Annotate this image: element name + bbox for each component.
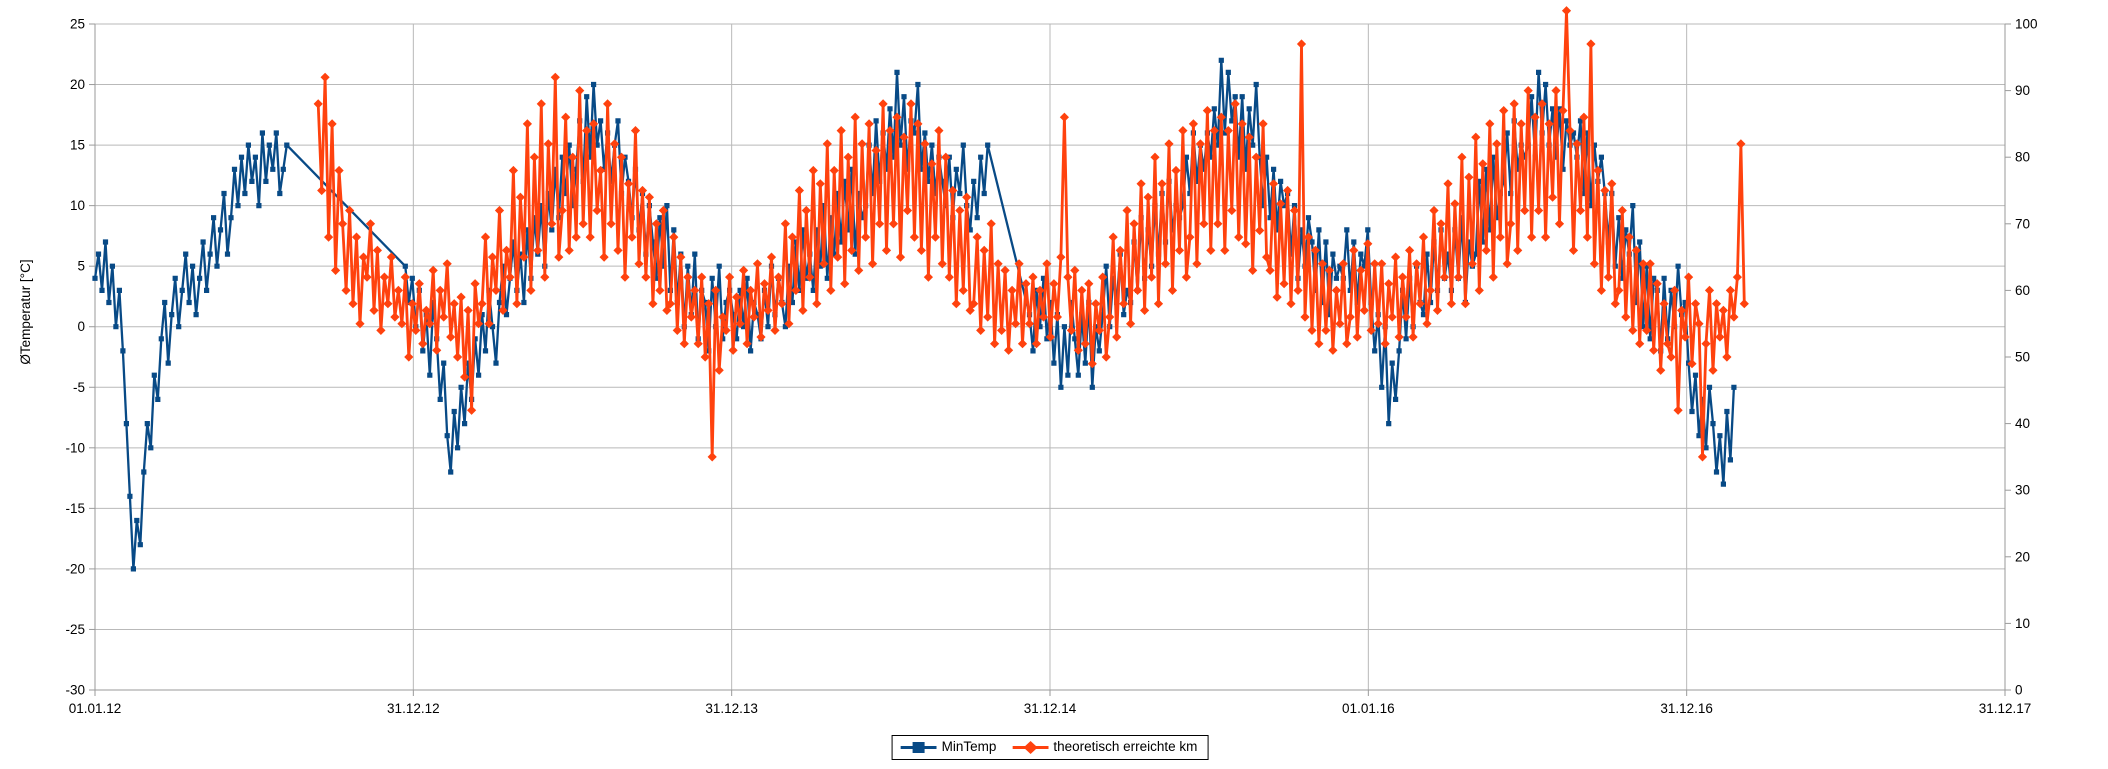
legend-item-km: theoretisch erreichte km [1012, 739, 1197, 755]
left-tick-label: -15 [65, 501, 85, 516]
right-tick-label: 70 [2015, 216, 2030, 231]
right-tick-label: 20 [2015, 549, 2030, 564]
left-tick-label: 5 [77, 259, 85, 274]
legend-item-mintemp: MinTemp [900, 739, 997, 755]
mintemp-marker-icon [900, 741, 937, 753]
legend-label-mintemp: MinTemp [941, 739, 997, 754]
right-tick-label: 10 [2015, 616, 2030, 631]
x-tick-label: 31.12.17 [1979, 701, 2032, 716]
x-tick-label: 01.01.12 [69, 701, 122, 716]
x-tick-label: 31.12.13 [705, 701, 758, 716]
left-tick-label: -25 [65, 622, 85, 637]
chart-legend: MinTemp theoretisch erreichte km [891, 735, 1209, 761]
legend-label-km: theoretisch erreichte km [1053, 739, 1198, 754]
km-legend-diamond [1023, 740, 1038, 754]
mintemp-legend-square [912, 741, 925, 753]
x-tick-label: 01.01.16 [1342, 701, 1395, 716]
x-tick-label: 31.12.12 [387, 701, 440, 716]
right-tick-label: 0 [2015, 683, 2023, 698]
left-tick-label: -10 [65, 440, 85, 455]
left-tick-label: -30 [65, 683, 85, 698]
right-tick-label: 40 [2015, 416, 2030, 431]
x-tick-label: 31.12.14 [1024, 701, 1077, 716]
right-tick-label: 80 [2015, 150, 2030, 165]
right-tick-label: 90 [2015, 83, 2030, 98]
right-tick-label: 100 [2015, 17, 2038, 32]
right-tick-label: 50 [2015, 350, 2030, 365]
right-tick-label: 60 [2015, 283, 2030, 298]
series-line-km [316, 9, 1746, 459]
left-tick-label: 0 [77, 319, 85, 334]
left-tick-label: 25 [70, 17, 85, 32]
left-tick-label: -5 [73, 380, 85, 395]
left-tick-label: 20 [70, 77, 85, 92]
km-marker-icon [1012, 740, 1049, 754]
right-tick-label: 30 [2015, 483, 2030, 498]
left-tick-label: 15 [70, 138, 85, 153]
y-axis-title: ØTemperatur [°C] [18, 259, 33, 364]
x-tick-label: 31.12.16 [1660, 701, 1713, 716]
left-tick-label: -20 [65, 561, 85, 576]
left-tick-label: 10 [70, 198, 85, 213]
